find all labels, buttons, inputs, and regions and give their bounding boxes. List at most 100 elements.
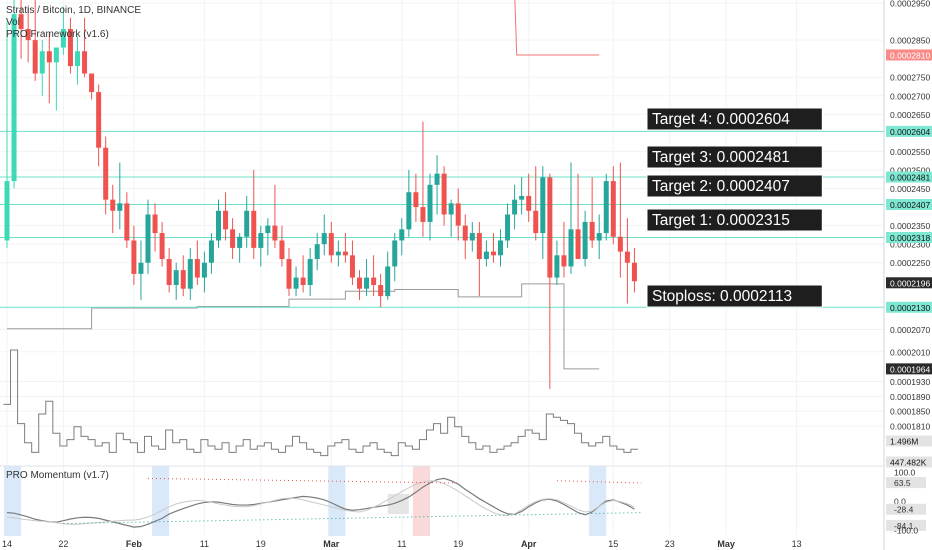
- volume-tag: [886, 435, 932, 447]
- momentum-tick-label: 0.0: [894, 497, 906, 507]
- level-price-tag: [886, 125, 932, 137]
- time-tick-label: 14: [2, 539, 12, 549]
- level-label-text: Target 3: 0.0002481: [652, 149, 790, 166]
- momentum-zone: [589, 466, 607, 536]
- price-tag: [886, 363, 932, 375]
- candle-body: [4, 181, 10, 241]
- time-tick-label: 11: [397, 539, 406, 549]
- candle-body: [11, 14, 17, 182]
- candle-body: [413, 192, 419, 208]
- candle-body: [216, 210, 221, 241]
- candle-body: [575, 229, 581, 260]
- candle-body: [392, 240, 398, 267]
- candle-body: [328, 233, 334, 256]
- candle-body: [82, 51, 88, 74]
- level-price-tag: [886, 301, 932, 313]
- candle-body: [624, 251, 630, 263]
- symbol-title: Stratis / Bitcoin, 1D, BINANCE: [6, 5, 141, 16]
- price-tick-label: 0.0002070: [890, 325, 930, 335]
- momentum-zone: [412, 466, 430, 536]
- momentum-zone: [152, 466, 170, 536]
- price-tick-label: 0.0002010: [890, 347, 930, 357]
- momentum-tick-label: 100.0: [894, 468, 916, 478]
- volume-tag-text: 1.496M: [890, 437, 918, 447]
- candle-body: [293, 277, 299, 289]
- level-price-tag-text: 0.0002407: [890, 200, 930, 210]
- candle-body: [321, 233, 327, 245]
- level-label-box: [646, 174, 823, 198]
- level-price-tag: [886, 198, 932, 210]
- time-tick-label: 15: [608, 539, 618, 549]
- level-label-text: Target 4: 0.0002604: [652, 111, 790, 128]
- candle-body: [286, 259, 292, 289]
- candle-body: [251, 210, 257, 248]
- momentum-tick-label: -100.0: [894, 526, 918, 536]
- momentum-title: PRO Momentum (v1.7): [6, 470, 109, 481]
- momentum-upper-dots: [147, 477, 459, 484]
- momentum-lower-dots: [63, 512, 642, 525]
- level-price-tag: [886, 232, 932, 244]
- price-tick-label: 0.0002750: [890, 73, 930, 83]
- momentum-line: [6, 477, 635, 528]
- candle-body: [561, 255, 567, 267]
- level-price-tag-text: 0.0002481: [890, 173, 930, 183]
- level-label: Target 4: 0.0002604: [646, 107, 823, 131]
- price-tick-label: 0.0002300: [890, 240, 930, 250]
- candle-body: [187, 259, 193, 289]
- level-label: Target 3: 0.0002481: [646, 145, 823, 169]
- momentum-tag: [886, 503, 926, 515]
- candle-body: [498, 240, 503, 256]
- momentum-zones: [4, 466, 607, 536]
- level-price-tag-text: 0.0002604: [890, 127, 930, 137]
- level-label-box: [646, 208, 823, 232]
- candle-body: [265, 225, 271, 234]
- volume-legend: Vol: [6, 17, 20, 28]
- price-tag-text: 0.0001964: [890, 364, 930, 374]
- candle-body: [483, 251, 489, 260]
- level-price-tag-text: 0.0002130: [890, 303, 930, 313]
- time-tick-label: Feb: [126, 539, 143, 549]
- candle-body: [371, 277, 377, 285]
- time-tick-label: 11: [200, 539, 209, 549]
- candle-body: [208, 240, 214, 263]
- time-tick-label: 19: [256, 539, 266, 549]
- time-tick-label: Mar: [323, 539, 340, 549]
- candle-body: [603, 181, 609, 234]
- framework-legend: PRO Framework (v1.6): [6, 29, 109, 40]
- momentum-tick-label: 63.5: [894, 478, 911, 488]
- candle-body: [244, 210, 250, 237]
- level-label-text: Target 1: 0.0002315: [652, 212, 790, 229]
- level-label-box: [646, 145, 823, 169]
- candle-body: [434, 173, 440, 185]
- candle-body: [39, 51, 45, 74]
- price-tick-label: 0.0002700: [890, 91, 930, 101]
- momentum-zone: [328, 466, 346, 536]
- candle-body: [420, 207, 426, 222]
- candle-body: [46, 51, 52, 63]
- candle-body: [582, 221, 588, 260]
- candle-body: [166, 259, 172, 285]
- price-tick-label: 0.0002550: [890, 147, 930, 157]
- candle-body: [237, 236, 243, 248]
- price-tag: [886, 277, 932, 289]
- candle-body: [526, 195, 532, 211]
- candle-body: [617, 236, 623, 252]
- candle-body: [385, 266, 391, 297]
- candle-body: [469, 233, 475, 241]
- volume-line: [3, 349, 638, 457]
- price-tick-label: 0.0002950: [890, 0, 930, 9]
- candles: [4, 0, 637, 389]
- candle-body: [180, 270, 186, 289]
- candle-body: [476, 233, 482, 260]
- candle-body: [230, 229, 236, 248]
- candle-body: [25, 28, 31, 41]
- time-tick-label: 23: [665, 539, 675, 549]
- time-tick-label: 22: [58, 539, 68, 549]
- candle-body: [441, 173, 447, 215]
- volume-tag: [886, 456, 932, 468]
- level-label-box: [646, 107, 823, 131]
- momentum-tick-label: -84.1: [894, 521, 914, 531]
- candle-body: [631, 262, 637, 282]
